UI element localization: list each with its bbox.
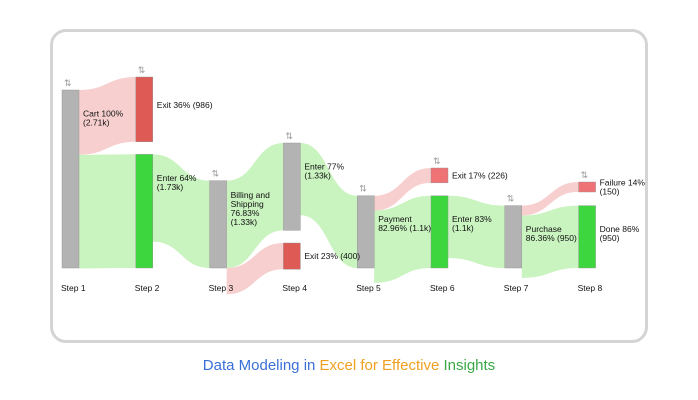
step-label-1: Step 1	[61, 283, 86, 293]
sort-icons: ⇅ ⇅ ⇅ ⇅ ⇅ ⇅ ⇅ ⇅	[64, 66, 589, 205]
node-label-enter6: Enter 83% (1.1k)	[452, 214, 492, 233]
sort-arrows-icon[interactable]: ⇅	[581, 171, 589, 181]
link-purchase-to-done	[521, 205, 579, 278]
node-enter2[interactable]	[135, 154, 154, 269]
node-exit4[interactable]	[283, 242, 301, 270]
link-cart-to-exit2	[79, 77, 136, 155]
step-label-2: Step 2	[135, 283, 160, 293]
step-label-4: Step 4	[282, 283, 307, 293]
node-exit2[interactable]	[135, 76, 154, 142]
node-done[interactable]	[578, 205, 596, 269]
link-enter4-to-payment	[300, 143, 358, 268]
link-enter6-to-purchase	[448, 195, 505, 268]
step-label-8: Step 8	[578, 283, 603, 293]
node-label-cart: Cart 100% (2.71k)	[83, 109, 124, 128]
node-label-exit4: Exit 23% (400)	[304, 251, 360, 261]
link-enter2-to-billing	[152, 154, 210, 268]
sankey-nodes	[61, 76, 596, 270]
node-billing[interactable]	[209, 180, 227, 269]
sort-arrows-icon[interactable]: ⇅	[507, 195, 515, 205]
node-label-failure: Failure 14% (150)	[600, 178, 646, 197]
node-label-billing: Billing and Shipping 76.83% (1.33k)	[231, 190, 270, 227]
caption-part-2: Excel for Effective	[319, 357, 444, 374]
node-exit6[interactable]	[430, 167, 449, 184]
node-label-purchase: Purchase 86.36% (950)	[526, 224, 577, 243]
sankey-links	[79, 77, 579, 295]
link-payment-to-exit6	[374, 168, 431, 211]
link-payment-to-enter6	[374, 195, 431, 283]
link-billing-to-enter4	[226, 143, 284, 268]
node-payment[interactable]	[357, 195, 375, 269]
node-label-exit6: Exit 17% (226)	[452, 170, 508, 180]
caption-part-1: Data Modeling in	[202, 357, 320, 374]
sort-arrows-icon[interactable]: ⇅	[64, 79, 72, 89]
link-cart-to-enter2	[79, 154, 136, 269]
caption-part-3: Insights	[443, 357, 496, 374]
node-enter6[interactable]	[430, 195, 449, 269]
step-label-7: Step 7	[504, 283, 529, 293]
sort-arrows-icon[interactable]: ⇅	[359, 185, 367, 195]
node-cart[interactable]	[61, 89, 80, 269]
node-failure[interactable]	[578, 181, 596, 193]
step-labels: Step 1 Step 2 Step 3 Step 4 Step 5 Step 6 Step…	[61, 283, 602, 293]
node-label-exit2: Exit 36% (986)	[157, 100, 213, 110]
step-label-5: Step 5	[356, 283, 381, 293]
sankey-labels: Cart 100% (2.71k) Exit 36% (986) Enter 64%(…	[83, 100, 645, 261]
node-label-enter2: Enter 64% (1.73k)	[157, 173, 197, 192]
node-enter4[interactable]	[283, 142, 301, 231]
node-label-done: Done 86% (950)	[600, 224, 640, 243]
sort-arrows-icon[interactable]: ⇅	[433, 157, 441, 167]
sort-arrows-icon[interactable]: ⇅	[285, 132, 293, 142]
step-label-3: Step 3	[209, 283, 234, 293]
link-purchase-to-failure	[521, 182, 579, 216]
node-purchase[interactable]	[504, 205, 522, 269]
step-label-6: Step 6	[430, 283, 455, 293]
sort-arrows-icon[interactable]: ⇅	[138, 66, 146, 76]
caption: Data Modeling in Excel for Effective Ins…	[0, 357, 698, 374]
node-label-enter4: Enter 77% (1.33k)	[304, 162, 344, 181]
node-label-payment: Payment 82.96% (1.1k)	[378, 214, 431, 233]
link-billing-to-exit4	[226, 243, 284, 295]
sort-arrows-icon[interactable]: ⇅	[212, 170, 220, 180]
